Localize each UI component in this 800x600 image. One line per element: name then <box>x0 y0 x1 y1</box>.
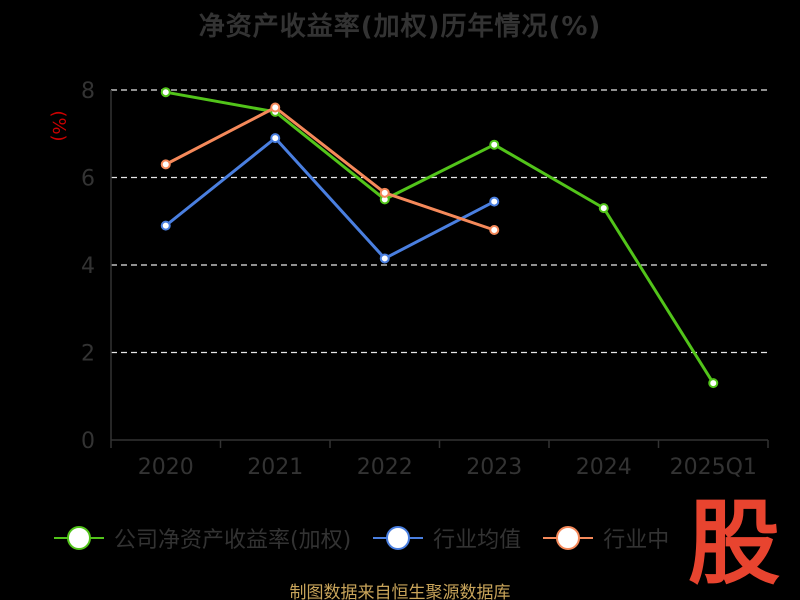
y-tick-label: 8 <box>81 79 95 104</box>
data-point-industry-average <box>270 133 281 144</box>
y-tick-label: 4 <box>81 254 95 279</box>
legend-swatch-industry-average <box>373 525 424 551</box>
legend-marker-company-roe <box>67 526 91 550</box>
data-point-industry-average <box>379 253 390 264</box>
series-line-company-roe <box>165 90 715 384</box>
chart-title: 净资产收益率(加权)历年情况(%) <box>198 12 602 42</box>
legend-marker-industry-average <box>386 526 411 550</box>
data-point-industry-median <box>489 225 500 235</box>
data-point-industry-median <box>160 159 171 170</box>
legend-label-company-roe: 公司净资产收益率(加权) <box>114 528 352 553</box>
data-source-note: 制图数据来自恒生聚源数据库 <box>289 583 511 600</box>
series-line-industry-average <box>164 136 495 260</box>
legend-item-company-roe[interactable]: 公司净资产收益率(加权) <box>54 522 351 554</box>
series-line-industry-median <box>165 106 495 232</box>
legend-swatch-industry-median <box>543 525 594 551</box>
data-point-industry-median <box>270 102 281 113</box>
data-point-company-roe <box>598 203 609 214</box>
axes <box>110 90 769 448</box>
series-lines <box>160 87 719 389</box>
legend-item-industry-median[interactable]: 行业中 <box>543 522 669 554</box>
y-axis-label: (%) <box>48 110 69 141</box>
stock-logo-watermark: 股 <box>688 490 781 597</box>
axis-labels: 0 2 4 6 8 2020 2021 2022 2023 2024 2025Q1 (%) <box>48 79 757 480</box>
data-point-company-roe <box>708 378 719 389</box>
x-tick-label: 2024 <box>576 455 632 480</box>
x-tick-label: 2022 <box>357 455 413 480</box>
y-tick-label: 0 <box>81 429 95 454</box>
data-point-industry-median <box>379 187 390 198</box>
legend-label-industry-median: 行业中 <box>603 528 670 553</box>
legend-item-industry-average[interactable]: 行业均值 <box>373 522 521 554</box>
data-point-company-roe <box>489 139 500 150</box>
x-tick-label: 2023 <box>466 455 522 480</box>
data-point-company-roe <box>160 87 171 98</box>
y-tick-label: 6 <box>81 167 95 192</box>
data-point-industry-average <box>160 220 171 231</box>
legend-label-industry-average: 行业均值 <box>433 528 522 553</box>
x-tick-label: 2021 <box>247 455 303 480</box>
legend-swatch-company-roe <box>54 525 104 551</box>
data-point-industry-average <box>489 196 500 207</box>
legend-marker-industry-median <box>556 526 581 550</box>
legend: 公司净资产收益率(加权) 行业均值 行业中 <box>54 520 691 556</box>
y-tick-label: 2 <box>81 342 95 367</box>
x-tick-label: 2025Q1 <box>670 455 757 480</box>
x-tick-label: 2020 <box>138 455 194 480</box>
